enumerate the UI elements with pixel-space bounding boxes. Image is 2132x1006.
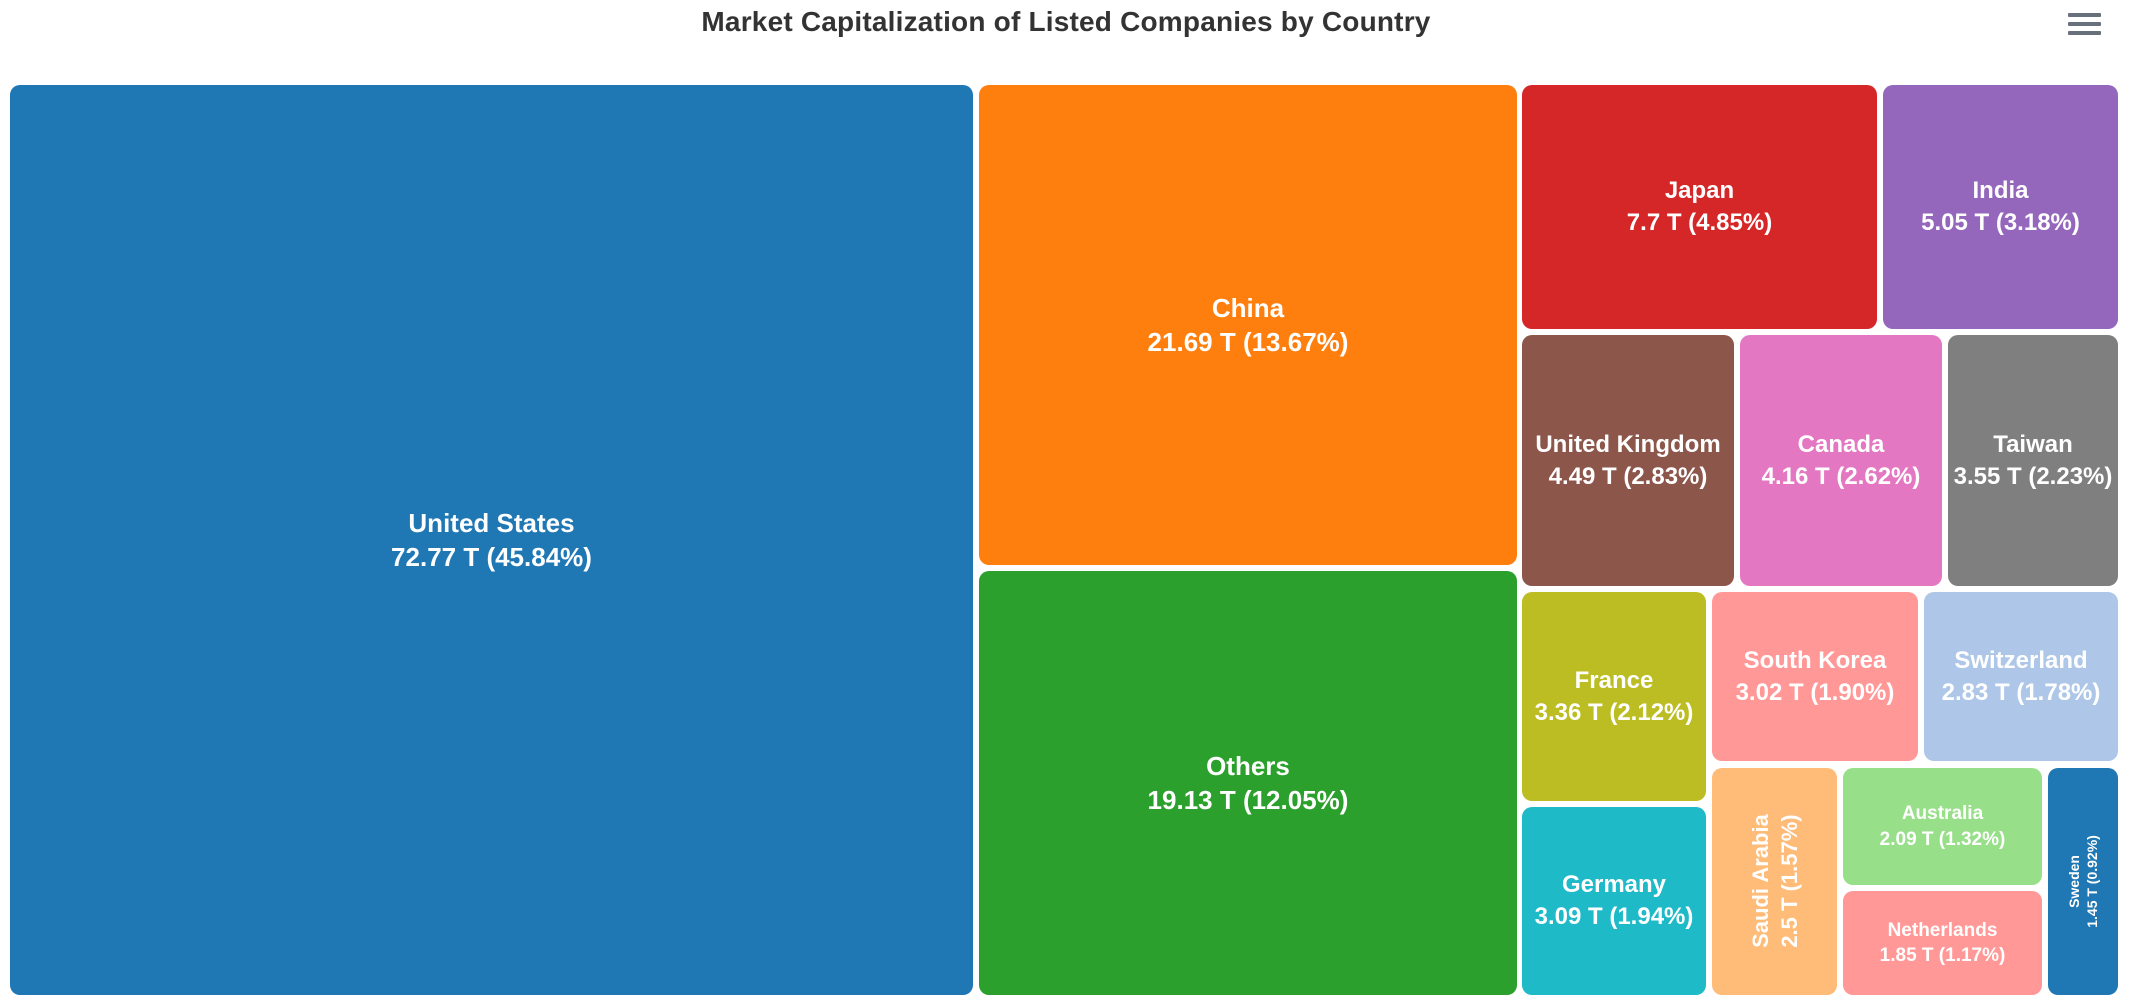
tile-label: Canada 4.16 T (2.62%) bbox=[1762, 429, 1921, 492]
treemap-tile-sweden[interactable]: Sweden 1.45 T (0.92%) bbox=[2048, 768, 2118, 995]
tile-value: 21.69 T (13.67%) bbox=[1147, 327, 1349, 357]
tile-value: 7.7 T (4.85%) bbox=[1626, 209, 1773, 236]
tile-value: 2.5 T (1.57%) bbox=[1776, 814, 1802, 949]
tile-value: 3.09 T (1.94%) bbox=[1534, 903, 1694, 930]
tile-label: Others 19.13 T (12.05%) bbox=[1148, 749, 1349, 818]
treemap-tile-canada[interactable]: Canada 4.16 T (2.62%) bbox=[1740, 335, 1942, 586]
tile-country-name: Netherlands bbox=[1887, 919, 1998, 941]
tile-label: Saudi Arabia 2.5 T (1.57%) bbox=[1745, 815, 1803, 949]
tile-label: Australia 2.09 T (1.32%) bbox=[1880, 801, 2006, 851]
tile-label: China 21.69 T (13.67%) bbox=[1148, 291, 1349, 360]
treemap-tile-south-korea[interactable]: South Korea 3.02 T (1.90%) bbox=[1712, 592, 1918, 761]
tile-value: 1.85 T (1.17%) bbox=[1879, 945, 2006, 966]
tile-value: 4.16 T (2.62%) bbox=[1761, 462, 1921, 490]
tile-country-name: India bbox=[1972, 177, 2029, 205]
tile-country-name: Taiwan bbox=[1993, 430, 2073, 458]
tile-label: Switzerland 2.83 T (1.78%) bbox=[1942, 645, 2101, 708]
tile-value: 3.02 T (1.90%) bbox=[1735, 678, 1895, 706]
tile-country-name: Switzerland bbox=[1954, 646, 2088, 674]
tile-value: 3.36 T (2.12%) bbox=[1534, 698, 1694, 726]
tile-country-name: Others bbox=[1206, 750, 1290, 781]
treemap-tile-saudi-arabia[interactable]: Saudi Arabia 2.5 T (1.57%) bbox=[1712, 768, 1837, 995]
tile-label: Germany 3.09 T (1.94%) bbox=[1535, 869, 1694, 932]
tile-label: Japan 7.7 T (4.85%) bbox=[1627, 175, 1772, 238]
tile-value: 2.09 T (1.32%) bbox=[1879, 828, 2006, 850]
treemap-tile-china[interactable]: China 21.69 T (13.67%) bbox=[979, 85, 1517, 565]
tile-label: United States 72.77 T (45.84%) bbox=[391, 506, 592, 575]
tile-label: France 3.36 T (2.12%) bbox=[1535, 665, 1694, 728]
treemap-tile-taiwan[interactable]: Taiwan 3.55 T (2.23%) bbox=[1948, 335, 2118, 586]
tile-value: 19.13 T (12.05%) bbox=[1147, 785, 1349, 815]
tile-value: 1.45 T (0.92%) bbox=[2084, 835, 2101, 928]
tile-country-name: United States bbox=[408, 507, 575, 538]
treemap-tile-switzerland[interactable]: Switzerland 2.83 T (1.78%) bbox=[1924, 592, 2118, 761]
tile-country-name: South Korea bbox=[1743, 646, 1887, 674]
tile-country-name: China bbox=[1211, 292, 1285, 323]
tile-country-name: France bbox=[1574, 666, 1654, 694]
tile-country-name: Sweden bbox=[2065, 855, 2082, 908]
treemap-tile-japan[interactable]: Japan 7.7 T (4.85%) bbox=[1522, 85, 1877, 329]
tile-country-name: Australia bbox=[1901, 803, 1984, 825]
treemap-tile-united-kingdom[interactable]: United Kingdom 4.49 T (2.83%) bbox=[1522, 335, 1734, 586]
tile-value: 72.77 T (45.84%) bbox=[391, 542, 592, 572]
treemap-tile-australia[interactable]: Australia 2.09 T (1.32%) bbox=[1843, 768, 2042, 885]
tile-label: Sweden 1.45 T (0.92%) bbox=[2065, 835, 2102, 928]
chart-title: Market Capitalization of Listed Companie… bbox=[701, 6, 1431, 37]
hamburger-menu-icon bbox=[2068, 13, 2102, 35]
tile-label: Netherlands 1.85 T (1.17%) bbox=[1880, 918, 2006, 968]
tile-country-name: Germany bbox=[1561, 871, 1667, 899]
tile-label: Taiwan 3.55 T (2.23%) bbox=[1954, 429, 2113, 492]
treemap-tile-others[interactable]: Others 19.13 T (12.05%) bbox=[979, 571, 1517, 995]
treemap-tile-netherlands[interactable]: Netherlands 1.85 T (1.17%) bbox=[1843, 891, 2042, 995]
tile-country-name: Japan bbox=[1664, 177, 1735, 205]
tile-country-name: United Kingdom bbox=[1535, 430, 1721, 458]
tile-value: 5.05 T (3.18%) bbox=[1921, 209, 2080, 236]
tile-label: India 5.05 T (3.18%) bbox=[1921, 175, 2080, 238]
treemap-tile-france[interactable]: France 3.36 T (2.12%) bbox=[1522, 592, 1706, 801]
tile-country-name: Canada bbox=[1797, 430, 1885, 458]
tile-value: 3.55 T (2.23%) bbox=[1953, 462, 2113, 490]
treemap-tile-india[interactable]: India 5.05 T (3.18%) bbox=[1883, 85, 2118, 329]
context-menu-button[interactable] bbox=[2068, 11, 2102, 37]
treemap-tile-germany[interactable]: Germany 3.09 T (1.94%) bbox=[1522, 807, 1706, 995]
tile-value: 2.83 T (1.78%) bbox=[1941, 678, 2101, 706]
tile-country-name: Saudi Arabia bbox=[1747, 814, 1773, 949]
tile-value: 4.49 T (2.83%) bbox=[1548, 462, 1708, 490]
treemap-tile-united-states[interactable]: United States 72.77 T (45.84%) bbox=[10, 85, 973, 995]
tile-label: United Kingdom 4.49 T (2.83%) bbox=[1535, 429, 1720, 492]
tile-label: South Korea 3.02 T (1.90%) bbox=[1736, 645, 1895, 708]
